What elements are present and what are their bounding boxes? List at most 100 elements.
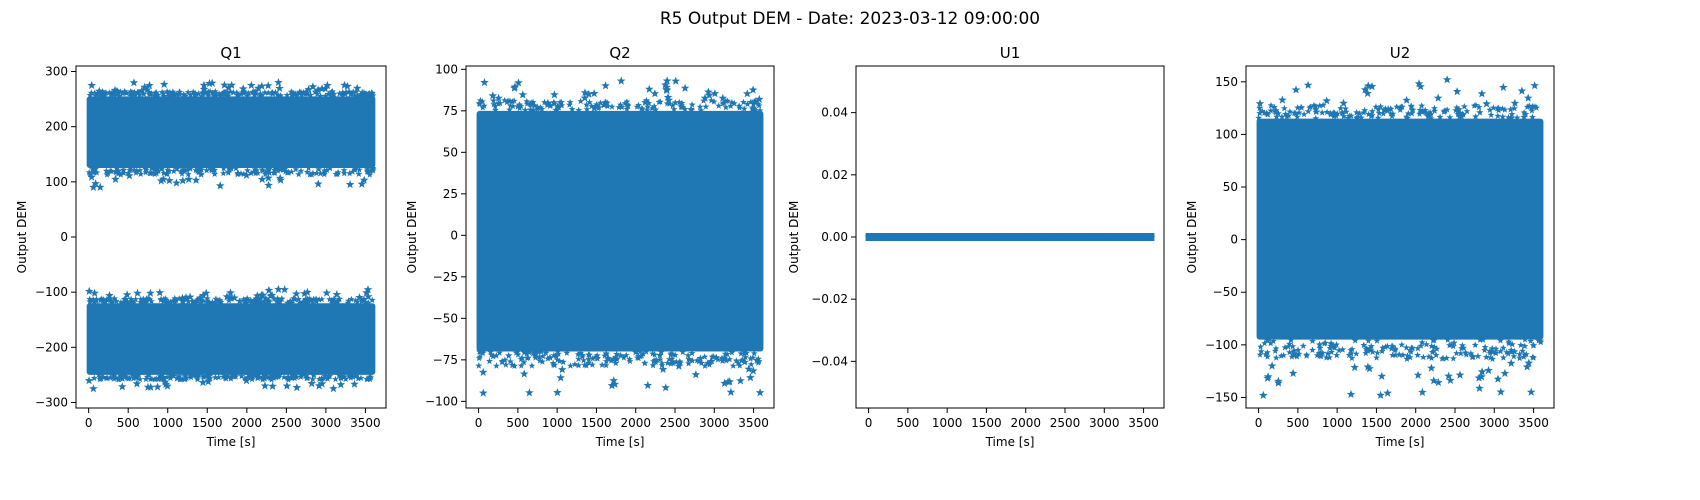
data-point — [86, 298, 94, 305]
data-point — [1309, 337, 1316, 344]
data-point — [509, 102, 517, 110]
data-point — [516, 101, 523, 108]
data-point — [126, 166, 134, 174]
data-point — [633, 348, 640, 355]
data-point — [1345, 351, 1353, 358]
data-point-outlier — [172, 178, 181, 187]
data-point — [543, 101, 551, 109]
data-point — [509, 361, 516, 369]
data-point — [162, 296, 170, 303]
data-point — [165, 90, 173, 98]
data-point — [1510, 352, 1518, 360]
data-point — [221, 88, 228, 96]
data-point — [269, 90, 277, 97]
data-point-outlier — [1477, 89, 1487, 98]
data-point — [1387, 105, 1395, 112]
data-point — [209, 89, 217, 97]
x-tick-label: 0 — [1255, 416, 1263, 430]
data-point — [1418, 339, 1426, 346]
data-point — [651, 351, 658, 358]
y-axis-label: Output DEM — [15, 201, 29, 274]
data-point — [247, 296, 255, 304]
data-point-outlier — [254, 83, 263, 92]
data-point — [593, 101, 600, 108]
data-point — [1458, 344, 1465, 352]
data-point — [1315, 349, 1323, 357]
data-point — [1340, 112, 1348, 120]
y-tick-label: −75 — [433, 353, 458, 367]
data-point — [1521, 342, 1529, 350]
data-point — [170, 372, 178, 380]
data-point — [291, 295, 299, 302]
data-point — [199, 372, 207, 380]
data-point-extreme — [274, 78, 283, 87]
data-point — [120, 295, 128, 303]
data-point — [1446, 113, 1454, 121]
data-point — [287, 297, 295, 305]
data-point — [480, 102, 488, 109]
data-point — [1267, 107, 1275, 114]
data-point — [648, 104, 656, 112]
data-point — [575, 361, 582, 369]
subplot-title: U1 — [1000, 44, 1021, 62]
data-point — [1476, 109, 1484, 116]
data-point — [527, 106, 535, 114]
data-point-outlier — [609, 376, 618, 385]
y-tick-label: −150 — [1205, 390, 1238, 404]
data-point — [305, 164, 312, 171]
data-point-extreme — [274, 284, 283, 293]
data-point — [649, 361, 657, 369]
data-point — [1320, 340, 1328, 347]
data-point — [159, 375, 167, 383]
data-point — [184, 88, 192, 96]
data-point-outlier — [494, 93, 503, 102]
data-point-outlier — [1363, 362, 1373, 371]
data-point-outlier — [178, 293, 187, 302]
data-point — [1351, 337, 1359, 344]
data-point — [251, 371, 258, 378]
data-point — [240, 295, 248, 303]
data-point — [1389, 351, 1397, 359]
subplot-q1: 0 500 1000 1500 2000 2500 3000 3500−300−200−100… — [15, 44, 387, 449]
data-point — [1310, 101, 1318, 109]
data-point — [577, 349, 585, 356]
data-point — [1375, 106, 1382, 113]
data-point-outlier — [84, 376, 94, 385]
data-point — [363, 90, 371, 98]
data-point — [1467, 349, 1475, 357]
data-point — [1316, 344, 1324, 352]
data-point — [332, 299, 339, 306]
data-point-outlier — [556, 373, 565, 382]
data-point — [241, 88, 249, 96]
y-tick-label: −300 — [35, 395, 68, 409]
data-point-outlier — [181, 293, 191, 302]
data-point — [195, 168, 202, 175]
data-point — [142, 299, 150, 306]
data-point-outlier — [671, 76, 680, 85]
data-point — [1528, 104, 1535, 112]
data-point-outlier — [323, 80, 332, 90]
data-point — [120, 169, 128, 176]
data-point — [1362, 345, 1370, 352]
data-point-outlier — [195, 293, 205, 302]
data-point — [1312, 102, 1320, 110]
x-tick-label: 1000 — [542, 416, 573, 430]
data-point — [1408, 109, 1416, 117]
x-axis-label: Time [s] — [595, 435, 645, 449]
data-point — [722, 103, 730, 111]
data-point — [345, 297, 352, 304]
data-point-outlier — [510, 83, 519, 92]
data-point — [604, 102, 611, 110]
data-point-outlier — [1274, 376, 1283, 385]
data-point-outlier — [317, 84, 327, 93]
data-point — [287, 88, 295, 95]
data-point-outlier — [749, 366, 758, 375]
data-point-outlier — [1496, 387, 1506, 396]
data-point — [1356, 110, 1364, 117]
data-point — [100, 89, 108, 97]
y-tick-label: 0.00 — [821, 230, 848, 244]
data-point — [1438, 355, 1446, 362]
data-point — [524, 354, 532, 361]
data-point-outlier — [1413, 370, 1423, 379]
